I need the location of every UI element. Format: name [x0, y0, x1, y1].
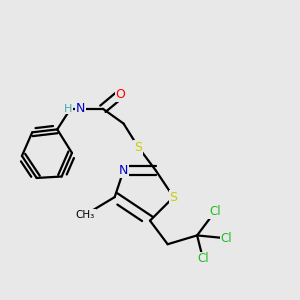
Text: N: N [119, 164, 128, 177]
Text: Cl: Cl [197, 252, 209, 266]
Text: H: H [64, 104, 72, 114]
Text: S: S [169, 190, 178, 204]
Text: S: S [134, 141, 142, 154]
Text: O: O [116, 88, 125, 100]
Text: N: N [76, 102, 86, 115]
Text: Cl: Cl [209, 205, 220, 218]
Text: CH₃: CH₃ [76, 210, 95, 220]
Text: Cl: Cl [221, 232, 232, 245]
